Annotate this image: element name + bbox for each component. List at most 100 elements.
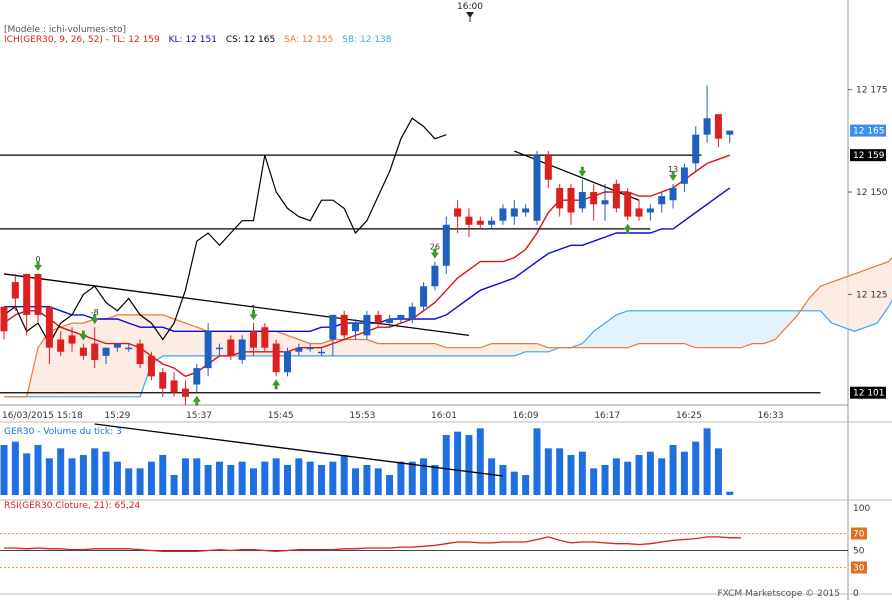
volume-bar xyxy=(181,458,189,495)
candle-body xyxy=(329,314,337,340)
candle-body xyxy=(363,314,371,336)
cloud-segment xyxy=(423,343,435,356)
volume-bar xyxy=(329,461,337,495)
price-tag-box xyxy=(850,386,886,399)
volume-bar xyxy=(635,455,643,495)
rsi-tick-label: 50 xyxy=(853,547,865,557)
legend-line: ICH(GER30, 9, 26, 52) - TL: 12 159 KL: 1… xyxy=(4,35,392,45)
x-tick-label: 16:25 xyxy=(676,411,702,421)
volume-bar xyxy=(261,461,269,495)
volume-bar xyxy=(714,448,722,495)
time-marker: 16:00 xyxy=(457,2,483,18)
volume-bar xyxy=(510,471,518,495)
volume-bar xyxy=(11,441,19,495)
candle-body xyxy=(601,200,609,205)
cloud-segment xyxy=(605,314,617,348)
arrow-down-stem xyxy=(81,330,85,335)
x-tick-label: 15:45 xyxy=(268,411,294,421)
footer-copyright: FXCM Marketscope © 2015 xyxy=(717,589,840,599)
candle-count-label: 13 xyxy=(668,165,678,174)
candle-body xyxy=(692,134,700,164)
volume-bar xyxy=(0,445,8,495)
model-label: [Modèle : ichi-volumes-sto] xyxy=(4,24,126,35)
kijun-line xyxy=(4,187,731,332)
cloud-segment xyxy=(310,343,322,356)
arrow-down-icon xyxy=(90,318,99,325)
cloud-segment xyxy=(162,314,175,356)
candle-body xyxy=(113,343,121,348)
candle-body xyxy=(227,339,235,356)
volume-bar xyxy=(680,451,688,495)
price-tag-box xyxy=(850,149,886,162)
candle-count-label: -8 xyxy=(91,308,99,317)
volume-bar xyxy=(215,461,223,495)
candle-body xyxy=(11,282,19,299)
markers-layer: 0 -8 1 26 13 xyxy=(34,165,678,406)
cloud-segment xyxy=(525,343,537,352)
volume-bar xyxy=(692,441,700,495)
cloud-segment xyxy=(877,261,889,324)
volume-bar xyxy=(726,491,734,495)
arrow-up-icon xyxy=(192,395,201,402)
cloud-segment xyxy=(741,310,753,348)
candle-body xyxy=(79,347,87,356)
cloud-segment xyxy=(491,343,503,356)
volume-bar xyxy=(272,458,280,495)
volume-bar xyxy=(703,428,711,495)
volume-bar xyxy=(170,475,178,495)
cloud-segment xyxy=(763,310,776,344)
arrow-up-icon xyxy=(272,379,281,386)
x-tick-label: 16/03/2015 15:18 xyxy=(2,411,83,421)
cloud-segment xyxy=(344,339,356,356)
arrow-up-stem xyxy=(626,229,630,234)
cloud-segment xyxy=(820,282,832,324)
candle-count-label: 26 xyxy=(430,243,440,252)
trendline xyxy=(3,273,470,337)
cloud-segment xyxy=(718,310,730,348)
candle-body xyxy=(658,196,666,205)
volume-bar xyxy=(340,455,348,495)
candle-body xyxy=(181,388,189,397)
volume-bar xyxy=(227,465,235,495)
candle-body xyxy=(68,335,76,344)
volume-bar xyxy=(34,445,42,495)
cloud-segment xyxy=(786,310,798,328)
volume-bar xyxy=(238,461,246,495)
cloud-segment xyxy=(650,310,662,344)
candle-body xyxy=(454,208,462,217)
x-tick-label: 15:37 xyxy=(186,411,212,421)
candle-body xyxy=(170,380,178,393)
candle-body xyxy=(624,192,632,217)
rsi-tick-label: 30 xyxy=(853,564,865,574)
rsi-tick-box xyxy=(851,561,867,574)
rsi-tick-label: 0 xyxy=(853,589,859,599)
volume-bar xyxy=(102,451,110,495)
price-tag-box xyxy=(850,124,886,137)
candles-layer xyxy=(0,85,734,405)
candle-body xyxy=(374,314,382,324)
candle-body xyxy=(0,306,8,332)
candle-body xyxy=(510,208,518,217)
volume-bar xyxy=(386,475,394,495)
volume-bar xyxy=(499,465,507,495)
candle-body xyxy=(147,355,155,377)
volume-bar xyxy=(306,461,314,495)
volume-bar xyxy=(590,468,598,495)
ich-label: ICH(GER30, 9, 26, 52) - xyxy=(4,35,112,45)
senkou-b-line xyxy=(4,299,892,398)
candle-count-label: 0 xyxy=(35,255,40,264)
volume-bar xyxy=(624,461,632,495)
cloud-segment xyxy=(627,310,640,348)
arrow-down-stem xyxy=(36,260,40,265)
volume-bar xyxy=(45,458,53,495)
volume-bar xyxy=(363,465,371,495)
tl-label: TL: 12 159 xyxy=(111,35,160,45)
kl-label: KL: 12 151 xyxy=(169,35,217,45)
candle-body xyxy=(91,343,99,360)
cloud-segment xyxy=(707,310,719,348)
candle-body xyxy=(272,343,280,373)
candle-body xyxy=(714,114,722,139)
candle-body xyxy=(499,208,507,221)
